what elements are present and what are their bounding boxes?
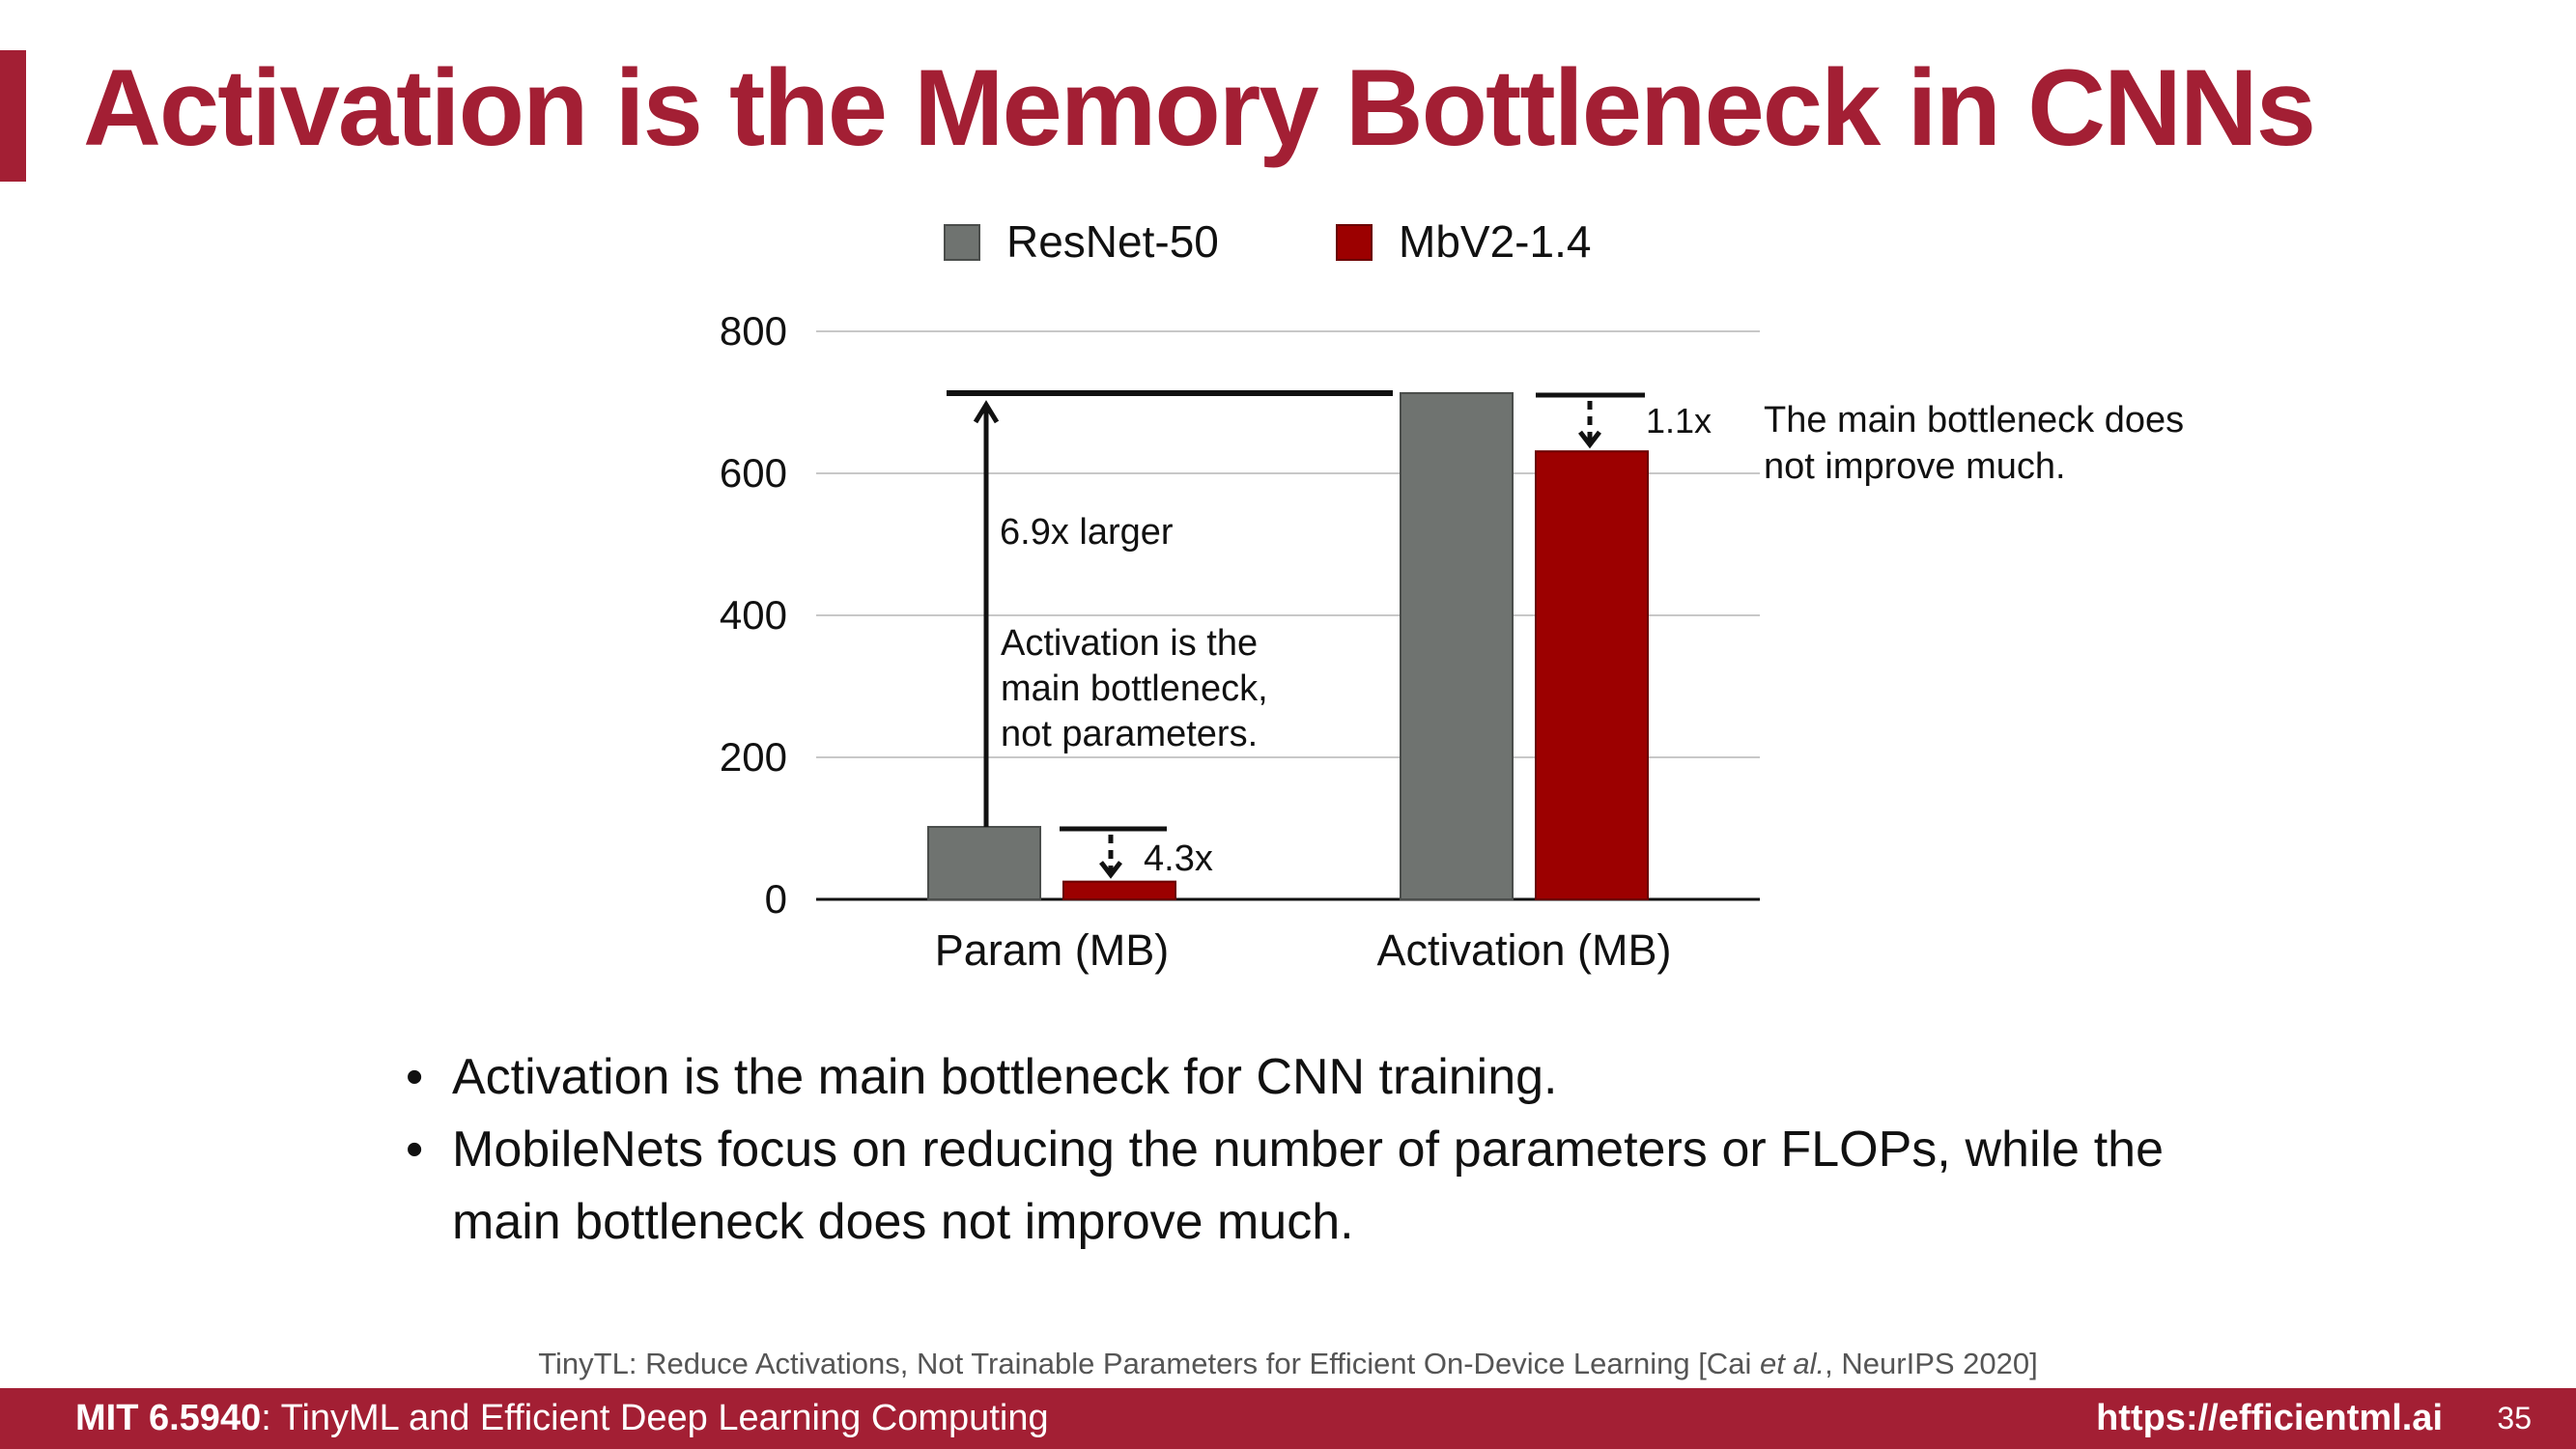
y-tick-label: 600 — [720, 450, 787, 496]
citation-venue: , NeurIPS 2020] — [1825, 1347, 2038, 1380]
x-category-label: Activation (MB) — [1376, 925, 1671, 975]
annotation-1-1x: 1.1x — [1646, 401, 1712, 440]
footer-url-link[interactable]: https://efficientml.ai — [2096, 1398, 2443, 1438]
bar-chart: 0 200 400 600 800 Param (MB) Activation (MB) Re… — [720, 216, 2184, 975]
bullet-list: Activation is the main bottleneck for CN… — [406, 1041, 2164, 1259]
bullet-item: MobileNets focus on reducing the number … — [406, 1114, 2164, 1259]
annotation-6-9x: 6.9x larger — [1000, 512, 1174, 553]
legend-swatch — [944, 224, 980, 261]
footer-bar: MIT 6.5940: TinyML and Efficient Deep Le… — [0, 1388, 2576, 1449]
bar-mbv2-1-4 — [1062, 880, 1176, 900]
y-tick-label: 400 — [720, 592, 787, 638]
annotation-improvement-note: The main bottleneck does not improve much… — [1764, 400, 2184, 487]
bar-mbv2-1-4 — [1535, 450, 1649, 900]
dashed-arrow-head — [1099, 861, 1122, 879]
y-tick-label: 200 — [720, 734, 787, 780]
annotation-4-3x: 4.3x — [1144, 838, 1213, 879]
citation-text: TinyTL: Reduce Activations, Not Trainabl… — [538, 1347, 1760, 1380]
arrow-head — [973, 400, 1000, 424]
bullet-item: Activation is the main bottleneck for CN… — [406, 1041, 2164, 1114]
course-code: MIT 6.5940 — [75, 1398, 262, 1438]
bar-resnet-50 — [1400, 391, 1514, 900]
course-name: : TinyML and Efficient Deep Learning Com… — [261, 1398, 1049, 1438]
bar-resnet-50 — [927, 826, 1041, 901]
y-tick-label: 0 — [765, 876, 787, 922]
citation-et-al: et al. — [1759, 1347, 1826, 1380]
footer-course: MIT 6.5940: TinyML and Efficient Deep Le… — [75, 1398, 1049, 1439]
legend-label: MbV2-1.4 — [1399, 216, 1591, 267]
title-accent-bar — [0, 50, 26, 182]
annotation-bottleneck-note: Activation is the main bottleneck, not par… — [1001, 623, 1268, 754]
legend-swatch — [1336, 224, 1373, 261]
citation: TinyTL: Reduce Activations, Not Trainabl… — [0, 1347, 2576, 1381]
dashed-arrow-head — [1578, 430, 1601, 449]
page-number: 35 — [2497, 1401, 2532, 1435]
x-category-label: Param (MB) — [935, 925, 1170, 975]
legend-label: ResNet-50 — [1006, 216, 1219, 267]
slide-title: Activation is the Memory Bottleneck in C… — [83, 47, 2316, 168]
y-tick-label: 800 — [720, 308, 787, 354]
